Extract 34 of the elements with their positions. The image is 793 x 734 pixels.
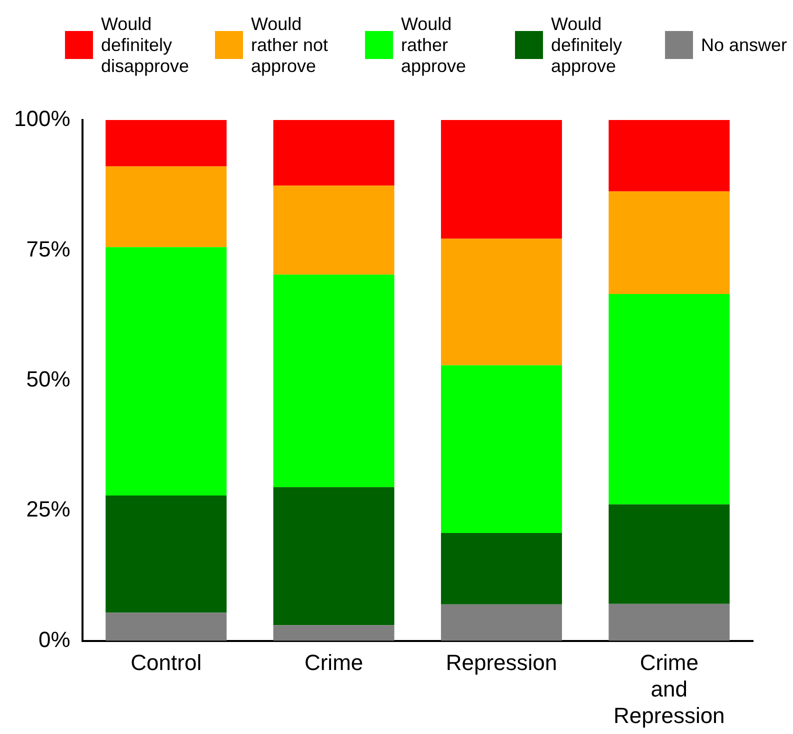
legend-label: Would rather not approve (250, 14, 329, 76)
bar (608, 294, 730, 504)
x-tick-label: Repression (446, 650, 558, 676)
y-tick-label: 75% (26, 236, 70, 262)
legend-label: Would rather approve (400, 14, 468, 76)
bar (440, 238, 562, 366)
bar (440, 532, 562, 604)
x-tick-label: Crime and Repression (614, 650, 725, 728)
y-tick-label: 50% (26, 366, 70, 392)
bar (106, 166, 227, 248)
bar (106, 612, 227, 641)
bar (440, 365, 562, 533)
bar (440, 120, 562, 239)
bar (273, 186, 394, 275)
bar (608, 191, 730, 294)
bar (273, 120, 394, 186)
legend-label: Would definitely disapprove (100, 14, 190, 76)
y-tick-label: 0% (38, 626, 70, 652)
bar (608, 120, 730, 192)
y-tick-label: 25% (26, 496, 70, 522)
bar (273, 274, 394, 488)
bar (440, 604, 562, 641)
bar (608, 604, 730, 641)
y-tick-label: 100% (14, 106, 70, 132)
bar (608, 504, 730, 604)
x-tick-label: Control (130, 650, 202, 676)
bar (106, 247, 227, 496)
bar (106, 120, 227, 166)
bar (273, 625, 394, 641)
bar (106, 495, 227, 613)
legend-label: No answer (700, 34, 787, 56)
x-tick-label: Crime (304, 650, 364, 676)
bar (273, 487, 394, 626)
legend-label: Would definitely approve (550, 14, 623, 76)
